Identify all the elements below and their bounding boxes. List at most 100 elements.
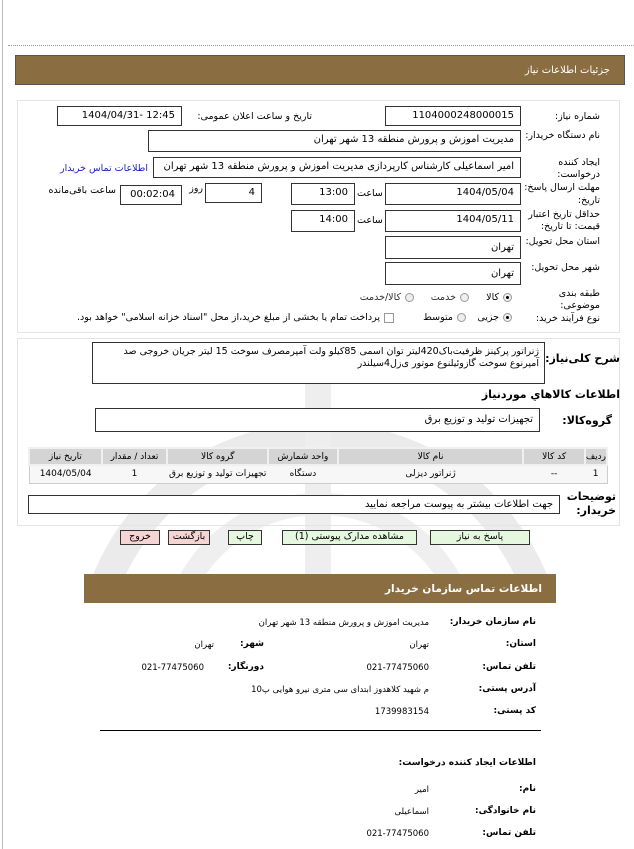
org-value: مدیریت اموزش و پرورش منطقه 13 شهر تهران — [258, 618, 429, 628]
goods-group-label: گروه‌کالا: — [562, 414, 612, 427]
attachments-button[interactable]: مشاهده مدارک پیوستی (1) — [282, 530, 417, 545]
cell-qty: 1 — [101, 465, 168, 483]
contact-divider — [100, 730, 541, 731]
announce-label: تاریخ و ساعت اعلان عمومی: — [197, 111, 312, 122]
city-label: شهر محل تحویل: — [531, 262, 600, 273]
goods-table: ردیف کد کالا نام کالا واحد شمارش گروه کا… — [28, 447, 609, 484]
process-radio-medium[interactable]: متوسط — [423, 312, 466, 323]
city-field: تهران — [385, 262, 521, 285]
address-label-c: آدرس پستی: — [478, 684, 536, 694]
validity-label-1: حداقل تاریخ اعتبار — [528, 209, 600, 220]
contact-header: اطلاعات تماس سازمان خریدار — [84, 574, 556, 603]
province-value-c: تهران — [409, 640, 429, 650]
page-header: جزئیات اطلاعات نیاز — [15, 55, 625, 85]
col-group: گروه کالا — [166, 447, 270, 466]
goods-group-field: تجهیزات تولید و توزیع برق — [95, 408, 540, 432]
notes-label-2: خریدار: — [576, 504, 616, 517]
goods-info-title: اطلاعات کالاهاي موردنياز — [481, 388, 620, 401]
name-label-c: نام: — [519, 784, 536, 794]
cell-date: 1404/05/04 — [29, 465, 102, 483]
checkbox-icon — [384, 312, 394, 323]
address-value-c: م شهید کلاهدوز ابتدای سی متری نیرو هوایی… — [251, 685, 429, 695]
cell-name: ژنراتور دیزلی — [337, 465, 524, 483]
org-label: نام سازمان خریدار: — [449, 617, 536, 627]
top-divider — [8, 45, 634, 46]
radio-selected-icon — [503, 293, 512, 302]
need-number-field: 1104000248000015 — [385, 106, 521, 126]
deadline-time-label: ساعت — [357, 188, 383, 199]
col-date: تاریخ نیاز — [28, 447, 103, 466]
family-label-c: نام خانوادگی: — [474, 806, 536, 816]
reply-button[interactable]: پاسخ به نیاز — [430, 530, 530, 545]
buyer-contact-link[interactable]: اطلاعات تماس خریدار — [59, 163, 148, 174]
creator-field: امیر اسماعیلی کارشناس کارپردازی مدیریت ا… — [153, 157, 521, 178]
contact-title: اطلاعات تماس سازمان خریدار — [385, 582, 542, 595]
table-header-row: ردیف کد کالا نام کالا واحد شمارش گروه کا… — [28, 447, 609, 466]
validity-time-field: 14:00 — [291, 210, 355, 232]
creator-phone-label: تلفن تماس: — [482, 828, 536, 838]
validity-time-label: ساعت — [357, 215, 383, 226]
back-button[interactable]: بازگشت — [168, 530, 210, 545]
cell-code: -- — [523, 465, 585, 483]
cell-unit: دستگاه — [268, 465, 338, 483]
postal-value-c: 1739983154 — [374, 707, 429, 717]
buyer-label: نام دستگاه خریدار: — [525, 130, 600, 141]
validity-label-2: قیمت: تا تاریخ: — [540, 221, 600, 232]
need-description-label: شرح کلی‌نیاز: — [545, 352, 620, 365]
col-unit: واحد شمارش — [267, 447, 339, 466]
radio-selected-icon — [503, 313, 512, 322]
days-label: روز — [189, 183, 203, 194]
phone-label-c: تلفن تماس: — [482, 662, 536, 672]
name-value-c: امیر — [414, 785, 429, 795]
province-label-c: استان: — [505, 639, 536, 649]
process-radio-small[interactable]: جزیی — [477, 312, 512, 323]
col-row: ردیف — [583, 447, 609, 466]
city-value-c: تهران — [194, 640, 214, 650]
category-radio-goods[interactable]: کالا — [486, 292, 512, 303]
family-value-c: اسماعیلی — [394, 807, 429, 817]
col-qty: تعداد / مقدار — [100, 447, 169, 466]
city-label-c: شهر: — [240, 639, 264, 649]
remaining-time-field: 00:02:04 — [120, 185, 182, 205]
fax-label-c: دورنگار: — [227, 662, 264, 672]
radio-icon — [457, 313, 466, 322]
col-name: نام کالا — [336, 447, 525, 466]
category-radio-service[interactable]: خدمت — [431, 292, 469, 303]
postal-label-c: کد پستی: — [493, 706, 536, 716]
process-label: نوع فرآیند خرید: — [535, 313, 600, 324]
deadline-label-2: تاریخ: — [577, 195, 600, 206]
left-border — [2, 0, 3, 849]
deadline-date-field: 1404/05/04 — [385, 183, 521, 205]
treasury-payment-checkbox[interactable]: پرداخت تمام یا بخشی از مبلغ خرید،از محل … — [77, 312, 394, 323]
exit-button[interactable]: خروج — [120, 530, 160, 545]
deadline-time-field: 13:00 — [291, 183, 355, 205]
deadline-label-1: مهلت ارسال پاسخ: تا — [515, 182, 600, 193]
page-title: جزئیات اطلاعات نیاز — [524, 64, 610, 76]
col-code: کد کالا — [522, 447, 586, 466]
category-label: طبقه بندی موضوعی: — [558, 288, 600, 311]
province-label: استان محل تحویل: — [525, 236, 600, 247]
province-field: تهران — [385, 236, 521, 259]
creator-label-1: ایجاد کننده — [558, 157, 600, 168]
category-radio-both[interactable]: کالا/خدمت — [360, 292, 414, 303]
need-panel — [17, 338, 620, 526]
radio-icon — [405, 293, 414, 302]
cell-group: تجهیزات تولید و توزیع برق — [167, 465, 269, 483]
table-row: 1 -- ژنراتور دیزلی دستگاه تجهیزات تولید … — [29, 465, 607, 483]
radio-icon — [460, 293, 469, 302]
creator-label-2: درخواست: — [557, 169, 600, 180]
creator-phone-value: 021-77475060 — [366, 829, 429, 839]
notes-label-1: توضیحات — [566, 490, 616, 503]
print-button[interactable]: چاپ — [228, 530, 262, 545]
need-description-field: ژنراتور پرکینز ظرفیت‌باک420لیتر توان اسم… — [92, 342, 545, 384]
cell-row: 1 — [584, 465, 607, 483]
buyer-notes-field: جهت اطلاعات بیشتر به پیوست مراجعه نمایید — [28, 495, 560, 514]
form-panel — [17, 100, 620, 333]
creator-info-title: اطلاعات ایجاد کننده درخواست: — [398, 758, 536, 768]
days-field: 4 — [205, 183, 262, 203]
validity-date-field: 1404/05/11 — [385, 210, 521, 232]
need-number-label: شماره نیاز: — [554, 111, 600, 122]
announce-field: 1404/04/31- 12:45 — [57, 106, 182, 126]
fax-value-c: 021-77475060 — [141, 663, 204, 673]
phone-value-c: 021-77475060 — [366, 663, 429, 673]
